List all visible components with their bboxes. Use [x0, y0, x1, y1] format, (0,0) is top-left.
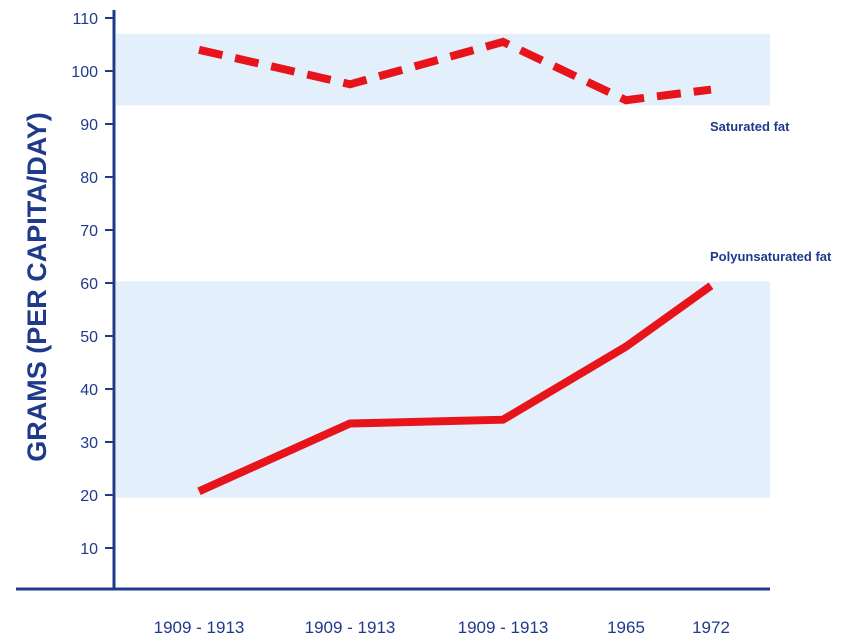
y-tick-label: 100 — [71, 64, 98, 81]
y-tick-label: 70 — [80, 223, 98, 240]
x-category-label: 1909 - 1913 — [154, 618, 245, 637]
series-labels: Saturated fat Polyunsaturated fat — [710, 119, 832, 264]
highlight-bands — [116, 33, 770, 498]
y-tick-label: 20 — [80, 488, 98, 505]
x-category-label: 1909 - 1913 — [458, 618, 549, 637]
series-label: Polyunsaturated fat — [710, 249, 832, 264]
y-tick-label: 110 — [72, 11, 98, 28]
series-label: Saturated fat — [710, 119, 790, 134]
y-axis-ticks: 10 20 30 40 50 60 70 80 90 100 110 — [71, 11, 114, 558]
y-tick-label: 10 — [80, 541, 98, 558]
y-tick-label: 40 — [80, 382, 98, 399]
y-tick-label: 60 — [80, 276, 98, 293]
series-lines — [197, 37, 714, 495]
x-category-label: 1909 - 1913 — [305, 618, 396, 637]
y-tick-label: 30 — [80, 435, 98, 452]
y-axis-label: GRAMS (PER CAPITA/DAY) — [22, 112, 52, 462]
y-tick-label: 90 — [80, 117, 98, 134]
x-category-label: 1965 — [607, 618, 645, 637]
y-tick-label: 80 — [80, 170, 98, 187]
x-axis-categories: 1909 - 1913 1909 - 1913 1909 - 1913 1965 197… — [154, 618, 730, 637]
y-tick-label: 50 — [80, 329, 98, 346]
x-category-label: 1972 — [692, 618, 730, 637]
